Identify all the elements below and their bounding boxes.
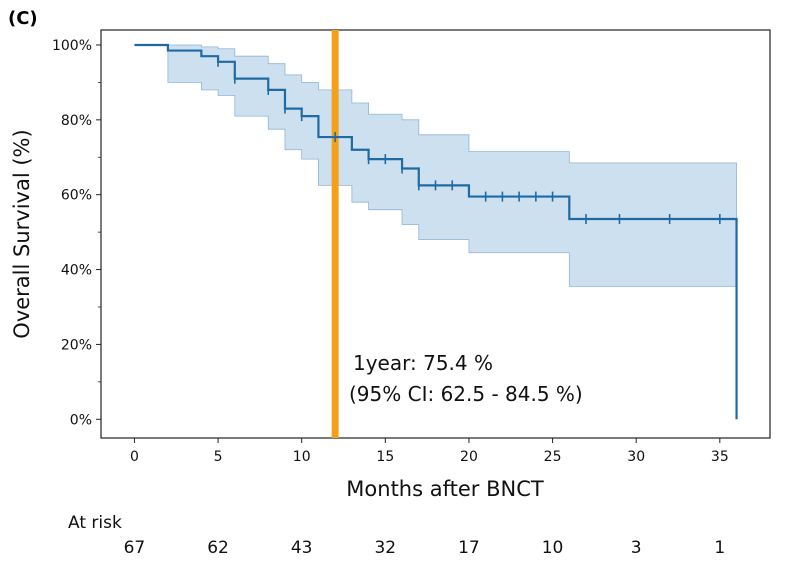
x-tick-label: 15: [376, 449, 394, 465]
reference-line-layer: [331, 30, 339, 438]
at-risk-value: 43: [290, 538, 313, 558]
survival-curve: [134, 43, 738, 420]
y-tick-label: 0%: [70, 412, 92, 428]
y-ticks: 0% 20% 40% 60% 80% 100%: [52, 38, 101, 428]
confidence-band-layer: [134, 44, 737, 287]
at-risk-value: 1: [714, 538, 726, 558]
x-tick-label: 25: [544, 449, 562, 465]
y-tick-label: 60%: [61, 188, 92, 204]
at-risk-value: 62: [207, 538, 229, 558]
x-ticks: 0 5 10 15 20 25 30 35: [130, 438, 729, 465]
y-tick-label: 80%: [61, 113, 92, 129]
x-tick-label: 30: [627, 449, 645, 465]
at-risk-value: 3: [630, 538, 642, 558]
y-tick-label: 40%: [61, 263, 92, 279]
x-tick-label: 0: [130, 449, 139, 465]
x-tick-label: 20: [460, 449, 478, 465]
panel-label: (C): [8, 8, 38, 29]
at-risk-value: 17: [458, 538, 480, 558]
x-axis-title: Months after BNCT: [346, 477, 544, 501]
x-tick-label: 5: [214, 449, 223, 465]
annotation-ci: (95% CI: 62.5 - 84.5 %): [349, 382, 583, 406]
one-year-marker-line: [331, 30, 339, 438]
annotation-one-year: 1year: 75.4 %: [353, 351, 493, 375]
survival-chart: 0 5 10 15 20 25 30 35 0% 20% 40% 60% 80% 100% Months…: [10, 29, 771, 501]
x-tick-label: 35: [711, 449, 729, 465]
confidence-band: [134, 44, 737, 287]
at-risk-value: 32: [374, 538, 397, 558]
survival-line-layer: [134, 43, 738, 420]
at-risk-value: 10: [541, 538, 564, 558]
x-tick-label: 10: [293, 449, 311, 465]
at-risk-title: At risk: [68, 513, 122, 533]
censor-marks-layer: [217, 56, 721, 225]
y-tick-label: 20%: [61, 337, 92, 353]
plot-frame: [100, 29, 771, 439]
at-risk-value: 67: [123, 538, 146, 558]
y-axis-title: Overall Survival (%): [10, 129, 34, 338]
y-tick-label: 100%: [52, 38, 92, 54]
